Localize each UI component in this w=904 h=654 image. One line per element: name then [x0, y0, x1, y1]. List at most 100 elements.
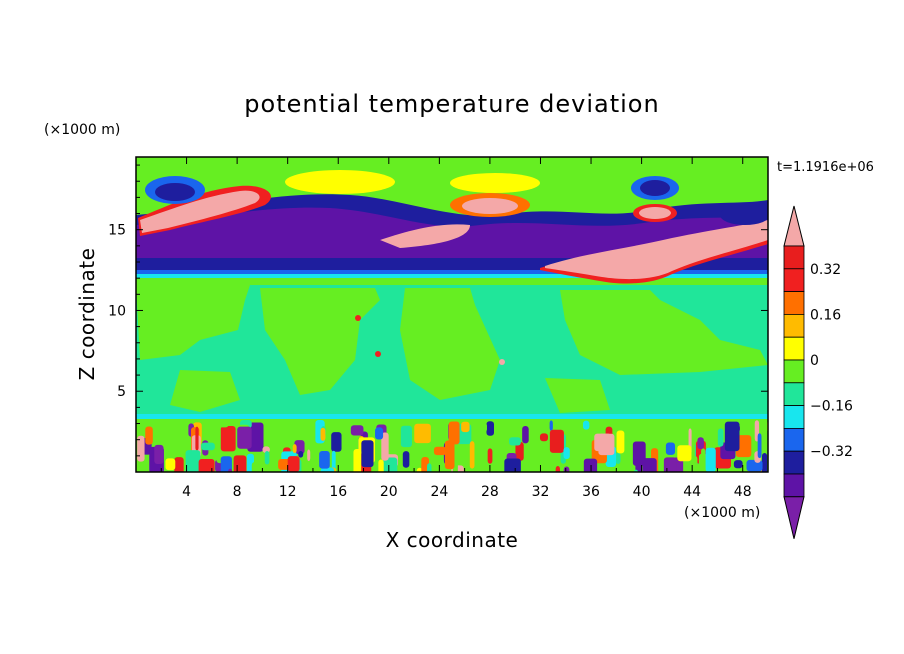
colorbar-label: 0.32	[810, 262, 841, 278]
chart-title: potential temperature deviation	[244, 90, 659, 118]
colorbar-segment	[783, 427, 805, 452]
turbulence-cell	[616, 430, 625, 454]
turbulence-cell	[145, 426, 153, 445]
field-negative-blob	[155, 183, 195, 201]
colorbar-segment	[783, 291, 805, 315]
turbulence-cell	[233, 455, 247, 472]
y-tick-label: 15	[108, 223, 126, 239]
turbulence-cell	[298, 450, 304, 458]
field-positive-filament	[380, 224, 470, 248]
field-positive-blob	[450, 173, 540, 193]
turbulence-cell	[171, 432, 182, 452]
x-tick-label: 40	[633, 484, 651, 500]
x-tick-label: 36	[582, 484, 600, 500]
colorbar-segment	[783, 313, 805, 338]
field-mid-patch	[136, 285, 250, 360]
field-spot	[375, 351, 381, 357]
turbulence-cell	[698, 453, 707, 472]
turbulence-cell	[228, 468, 233, 472]
turbulence-cell	[717, 428, 724, 447]
turbulence-cell	[642, 458, 657, 472]
turbulence-cell	[549, 429, 564, 453]
colorbar-segment	[783, 336, 805, 361]
field-positive-blob	[285, 170, 395, 194]
turbulence-cell	[174, 457, 184, 472]
turbulence-cell	[705, 447, 716, 472]
turbulence-cell	[361, 440, 374, 468]
y-tick-label: 10	[108, 303, 126, 319]
turbulence-cell	[757, 433, 762, 459]
turbulence-cell	[563, 466, 570, 472]
x-tick-label: 16	[329, 484, 347, 500]
turbulence-cell	[292, 444, 297, 454]
turbulence-cell	[185, 450, 201, 472]
turbulence-cell	[320, 427, 326, 441]
field-spot	[355, 315, 361, 321]
x-tick-label: 28	[481, 484, 499, 500]
turbulence-cell	[214, 420, 229, 428]
turbulence-cell	[137, 435, 145, 462]
field-positive-filament	[545, 220, 768, 280]
turbulence-cell	[294, 440, 305, 455]
turbulence-cell	[448, 421, 460, 445]
turbulence-cell	[444, 440, 455, 470]
turbulence-cell	[319, 450, 330, 469]
turbulence-cell	[665, 442, 676, 455]
turbulence-cell	[583, 458, 598, 472]
colorbar-segment	[783, 268, 805, 292]
turbulence-cell	[262, 446, 270, 453]
x-tick-label: 12	[279, 484, 297, 500]
field-negative-blob	[720, 205, 768, 225]
turbulence-cell	[697, 437, 704, 450]
field-boundary-edge	[136, 414, 768, 419]
colorbar-segment	[783, 382, 805, 406]
colorbar-segment	[783, 473, 805, 498]
x-tick-label: 32	[532, 484, 550, 500]
field-positive-blob	[462, 198, 518, 214]
turbulence-cell	[549, 420, 553, 431]
field-turbulence-cells	[137, 420, 768, 472]
turbulence-cell	[402, 451, 410, 468]
y-axis-title: Z coordinate	[75, 248, 99, 381]
turbulence-cell	[251, 461, 259, 472]
turbulence-cell	[154, 444, 164, 465]
x-axis-title: X coordinate	[386, 528, 519, 552]
turbulence-cell	[477, 422, 487, 433]
y-unit-label: (×1000 m)	[44, 122, 120, 138]
y-tick-label: 5	[117, 384, 126, 400]
turbulence-cell	[381, 432, 389, 461]
turbulence-cell	[427, 463, 432, 472]
colorbar-segment	[783, 450, 805, 475]
turbulence-cell	[433, 446, 447, 456]
turbulence-cell	[220, 456, 232, 472]
plot-frame	[135, 156, 769, 473]
x-unit-label: (×1000 m)	[684, 505, 760, 521]
turbulence-cell	[663, 457, 677, 472]
turbulence-cell	[400, 425, 412, 448]
turbulence-cell	[469, 441, 475, 469]
colorbar-top-triangle	[783, 205, 805, 247]
turbulence-cell	[378, 459, 384, 472]
colorbar-label: −0.32	[810, 444, 853, 460]
x-tick-label: 24	[430, 484, 448, 500]
turbulence-cell	[615, 452, 621, 465]
turbulence-cell	[486, 421, 495, 436]
x-tick-group: 4 8 12 16 20 24 28 32 36 40 44 48	[160, 157, 752, 500]
turbulence-cell	[522, 425, 529, 444]
colorbar-label: 0	[810, 353, 819, 369]
colorbar-segment	[783, 405, 805, 429]
turbulence-cell	[515, 441, 524, 461]
turbulence-cell	[735, 435, 752, 458]
turbulence-cell	[461, 421, 470, 433]
x-tick-label: 48	[734, 484, 752, 500]
turbulence-cell	[331, 450, 336, 472]
field-tropopause-edge	[136, 270, 768, 274]
x-tick-label: 4	[182, 484, 191, 500]
colorbar-segment	[783, 359, 805, 384]
turbulence-cell	[563, 447, 570, 460]
field-tropopause-edge	[136, 274, 768, 278]
turbulence-cell	[582, 420, 590, 430]
x-tick-label: 44	[683, 484, 701, 500]
field-positive-blob	[639, 207, 671, 219]
turbulence-cell	[416, 467, 423, 472]
